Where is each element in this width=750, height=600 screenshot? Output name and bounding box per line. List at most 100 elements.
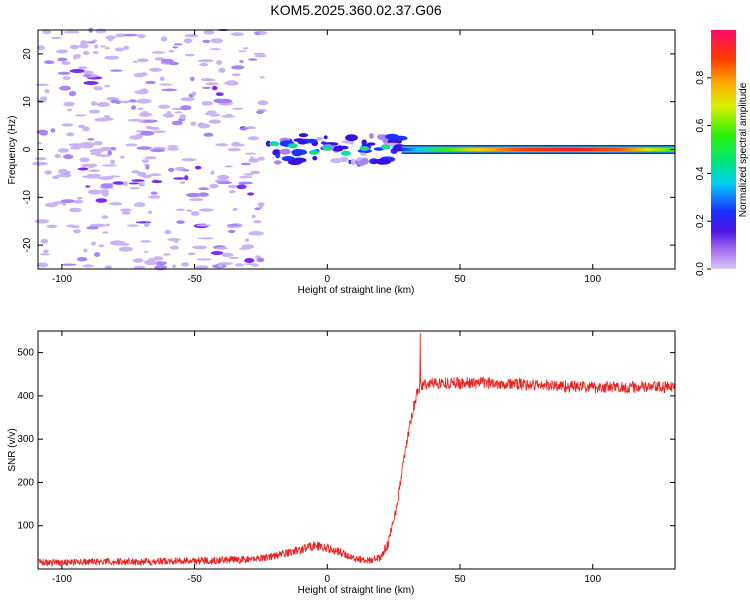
spectral-speckle bbox=[95, 198, 108, 203]
spectral-speckle bbox=[224, 165, 233, 168]
spectral-speckle bbox=[131, 105, 136, 110]
y-tick-label: -10 bbox=[22, 190, 33, 205]
spectral-speckle bbox=[132, 60, 138, 63]
spectral-speckle bbox=[76, 257, 88, 262]
spectral-speckle bbox=[184, 34, 199, 38]
spectral-speckle bbox=[86, 226, 99, 230]
spectral-speckle bbox=[216, 181, 233, 185]
spectral-speckle bbox=[190, 211, 200, 216]
spectral-speckle bbox=[109, 159, 116, 165]
spectral-speckle bbox=[198, 187, 210, 191]
spectral-speckle bbox=[250, 170, 260, 174]
spectral-speckle bbox=[215, 143, 229, 147]
spectral-speckle bbox=[94, 252, 101, 257]
spectral-speckle bbox=[136, 58, 149, 63]
y-tick-label: 20 bbox=[22, 48, 33, 60]
spectrogram-y-ticks: -20 -10 0 10 20 bbox=[22, 48, 675, 252]
spectral-speckle bbox=[125, 143, 138, 147]
spectral-speckle bbox=[181, 262, 189, 267]
spectral-speckle bbox=[112, 181, 124, 185]
spectral-speckle bbox=[36, 45, 46, 50]
spectral-speckle bbox=[140, 72, 148, 77]
spectral-speckle bbox=[115, 33, 126, 38]
spectral-blob bbox=[369, 133, 374, 139]
spectral-speckle bbox=[114, 47, 125, 52]
spectral-speckle bbox=[168, 49, 175, 53]
spectral-speckle bbox=[180, 97, 195, 102]
spectral-speckle bbox=[92, 51, 99, 54]
spectral-blob bbox=[350, 158, 356, 166]
spectral-speckle bbox=[199, 208, 214, 212]
spectral-speckle bbox=[232, 107, 244, 110]
spectral-speckle bbox=[209, 113, 221, 117]
spectral-blob bbox=[330, 158, 343, 164]
spectral-speckle bbox=[160, 36, 168, 42]
spectral-speckle bbox=[44, 60, 55, 65]
spectral-speckle bbox=[173, 177, 186, 180]
spectral-blob bbox=[298, 133, 309, 138]
spectral-speckle bbox=[57, 148, 69, 153]
spectral-speckle bbox=[229, 190, 236, 194]
spectral-speckle bbox=[87, 138, 95, 141]
spectrogram-x-ticks: -100 -50 0 50 100 bbox=[52, 30, 602, 285]
spectral-speckle bbox=[247, 136, 260, 141]
spectral-speckle bbox=[210, 170, 215, 175]
spectral-speckle bbox=[239, 60, 244, 63]
spectral-speckle bbox=[163, 253, 171, 256]
spectral-speckle bbox=[217, 264, 224, 268]
spectral-speckle bbox=[139, 240, 152, 243]
spectral-speckle bbox=[90, 152, 102, 156]
spectral-speckle bbox=[69, 69, 86, 73]
spectral-speckle bbox=[216, 60, 223, 65]
spectral-speckle bbox=[69, 44, 80, 50]
spectral-speckle bbox=[109, 69, 123, 72]
spectral-blob bbox=[323, 135, 328, 140]
spectral-speckle bbox=[227, 229, 236, 234]
spectral-speckle bbox=[89, 148, 104, 154]
spectral-core-center bbox=[311, 151, 317, 154]
spectral-speckle bbox=[184, 175, 189, 181]
spectral-speckle bbox=[244, 258, 255, 263]
spectral-speckle bbox=[57, 71, 71, 75]
spectral-core-center bbox=[271, 142, 277, 145]
spectral-speckle bbox=[76, 196, 83, 200]
spectral-speckle bbox=[141, 111, 148, 114]
spectral-speckle bbox=[82, 126, 90, 132]
spectral-speckle bbox=[224, 81, 239, 86]
spectral-speckle bbox=[217, 174, 230, 180]
spectral-speckle bbox=[159, 83, 173, 86]
spectral-speckle bbox=[101, 191, 109, 197]
spectral-speckle bbox=[82, 51, 90, 56]
spectral-speckle bbox=[83, 248, 88, 253]
spectral-speckle bbox=[91, 39, 98, 42]
spectral-speckle bbox=[152, 130, 166, 134]
spectral-speckle bbox=[149, 173, 162, 177]
spectral-speckle bbox=[256, 257, 265, 263]
spectral-blob bbox=[332, 145, 344, 152]
spectral-speckle bbox=[81, 175, 98, 179]
spectral-speckle bbox=[133, 202, 146, 208]
spectral-speckle bbox=[100, 45, 106, 48]
spectral-speckle bbox=[242, 47, 249, 50]
spectral-speckle bbox=[135, 133, 144, 139]
spectral-speckle bbox=[143, 222, 150, 228]
spectral-speckle bbox=[196, 258, 212, 261]
spectrogram-image bbox=[31, 27, 675, 271]
colorbar-tick-label: 0.4 bbox=[695, 166, 706, 180]
spectral-speckle bbox=[238, 176, 253, 179]
spectral-speckle bbox=[105, 223, 110, 227]
spectral-speckle bbox=[58, 168, 68, 173]
spectral-speckle bbox=[158, 104, 171, 109]
spectral-speckle bbox=[259, 76, 265, 79]
spectral-speckle bbox=[56, 49, 68, 54]
spectral-speckle bbox=[105, 35, 116, 40]
spectral-speckle bbox=[162, 113, 174, 118]
spectral-speckle bbox=[44, 170, 52, 175]
spectral-speckle bbox=[180, 105, 192, 111]
spectral-speckle bbox=[121, 211, 131, 215]
spectral-speckle bbox=[227, 148, 241, 152]
spectral-speckle bbox=[164, 229, 172, 235]
spectral-speckle bbox=[241, 244, 255, 249]
spectral-speckle bbox=[247, 192, 255, 196]
spectral-speckle bbox=[109, 202, 123, 206]
